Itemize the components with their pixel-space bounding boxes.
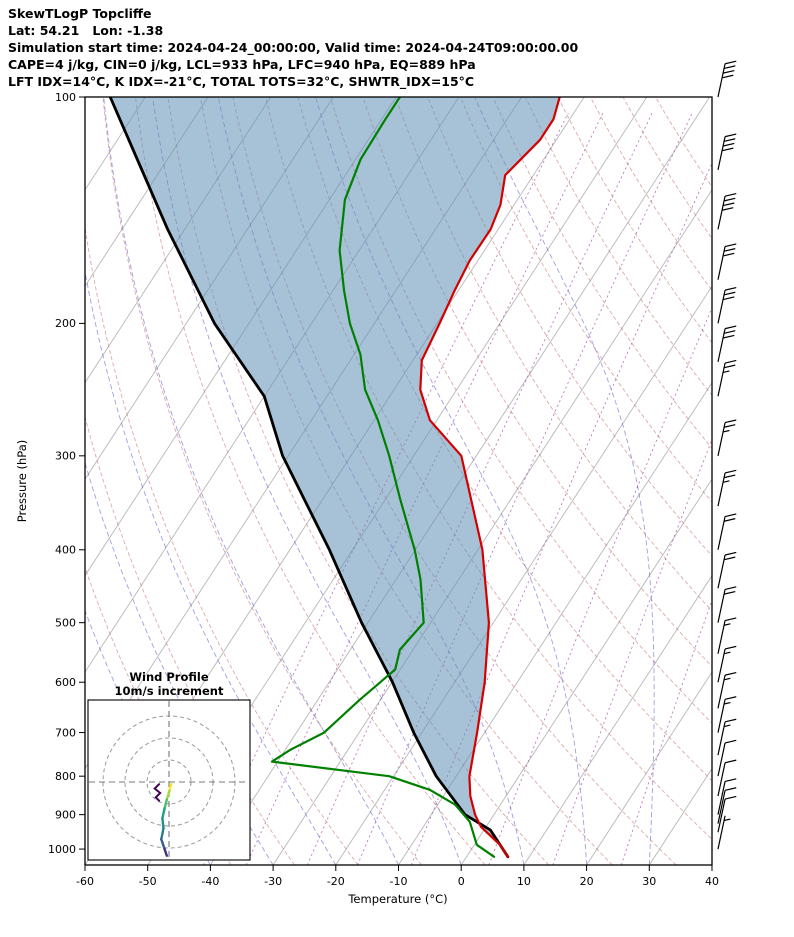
svg-text:-60: -60 [76,875,94,888]
svg-text:-20: -20 [327,875,345,888]
svg-text:20: 20 [580,875,594,888]
hodograph-subtitle: 10m/s increment [115,684,224,698]
svg-text:500: 500 [55,616,76,629]
svg-text:800: 800 [55,770,76,783]
svg-text:-40: -40 [201,875,219,888]
svg-text:-50: -50 [139,875,157,888]
indices-line-1: CAPE=4 j/kg, CIN=0 j/kg, LCL=933 hPa, LF… [8,57,476,72]
indices-line-2: LFT IDX=14°C, K IDX=-21°C, TOTAL TOTS=32… [8,74,475,89]
svg-text:100: 100 [55,91,76,104]
svg-text:10: 10 [517,875,531,888]
hodograph-inset [87,699,251,861]
location-line: Lat: 54.21 Lon: -1.38 [8,23,164,38]
header-block: SkewTLogP Topcliffe Lat: 54.21 Lon: -1.3… [8,5,578,90]
svg-text:400: 400 [55,544,76,557]
svg-text:-10: -10 [390,875,408,888]
temperature-curve [419,97,561,858]
hodograph-title: Wind Profile [129,670,209,684]
skewt-background [85,97,712,865]
svg-text:300: 300 [55,450,76,463]
svg-text:0: 0 [458,875,465,888]
wind-barbs [717,60,737,850]
x-axis-label: Temperature (°C) [347,892,447,906]
svg-text:900: 900 [55,808,76,821]
y-axis-label: Pressure (hPa) [15,440,29,523]
hodograph-upper-trace [153,783,162,802]
sounding-profiles [108,97,561,859]
svg-text:700: 700 [55,726,76,739]
times-line: Simulation start time: 2024-04-24_00:00:… [8,40,579,55]
svg-text:40: 40 [705,875,719,888]
page-title: SkewTLogP Topcliffe [8,6,152,21]
svg-text:600: 600 [55,676,76,689]
svg-text:1000: 1000 [48,843,76,856]
dewpoint-curve [270,97,496,858]
svg-text:200: 200 [55,317,76,330]
axis-labels-layer: Pressure (hPa) Temperature (°C) Wind Pro… [15,91,719,906]
svg-text:30: 30 [642,875,656,888]
svg-text:-30: -30 [264,875,282,888]
axes-layer [79,96,713,871]
